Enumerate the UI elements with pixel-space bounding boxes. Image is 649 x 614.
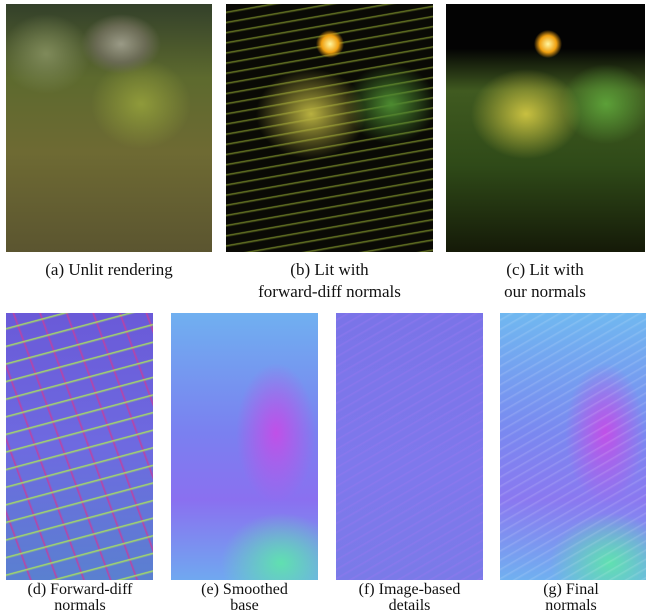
caption-line: normals [493, 598, 649, 614]
caption: (b) Lit with forward-diff normals [218, 259, 441, 303]
panel-image [226, 4, 433, 252]
caption: (f) Image-based details [329, 582, 490, 614]
caption: (a) Unlit rendering [0, 259, 218, 281]
panel-image [446, 4, 645, 252]
caption-line: our normals [441, 281, 649, 303]
caption-line: (a) Unlit rendering [0, 259, 218, 281]
caption: (g) Final normals [493, 582, 649, 614]
caption-line: details [329, 598, 490, 614]
figure: (a) Unlit rendering (b) Lit with forward… [0, 0, 649, 611]
caption-line: base [164, 598, 325, 614]
panel-image [6, 4, 212, 252]
caption-line: (e) Smoothed [164, 582, 325, 598]
caption-line: forward-diff normals [218, 281, 441, 303]
caption-line: (c) Lit with [441, 259, 649, 281]
caption: (e) Smoothed base [164, 582, 325, 614]
caption-line: normals [0, 598, 160, 614]
panel-image [336, 313, 483, 580]
caption: (d) Forward-diff normals [0, 582, 160, 614]
caption-line: (f) Image-based [329, 582, 490, 598]
caption-line: (g) Final [493, 582, 649, 598]
panel-image [500, 313, 646, 580]
panel-image [171, 313, 318, 580]
caption: (c) Lit with our normals [441, 259, 649, 303]
caption-line: (d) Forward-diff [0, 582, 160, 598]
panel-image [6, 313, 153, 580]
caption-line: (b) Lit with [218, 259, 441, 281]
